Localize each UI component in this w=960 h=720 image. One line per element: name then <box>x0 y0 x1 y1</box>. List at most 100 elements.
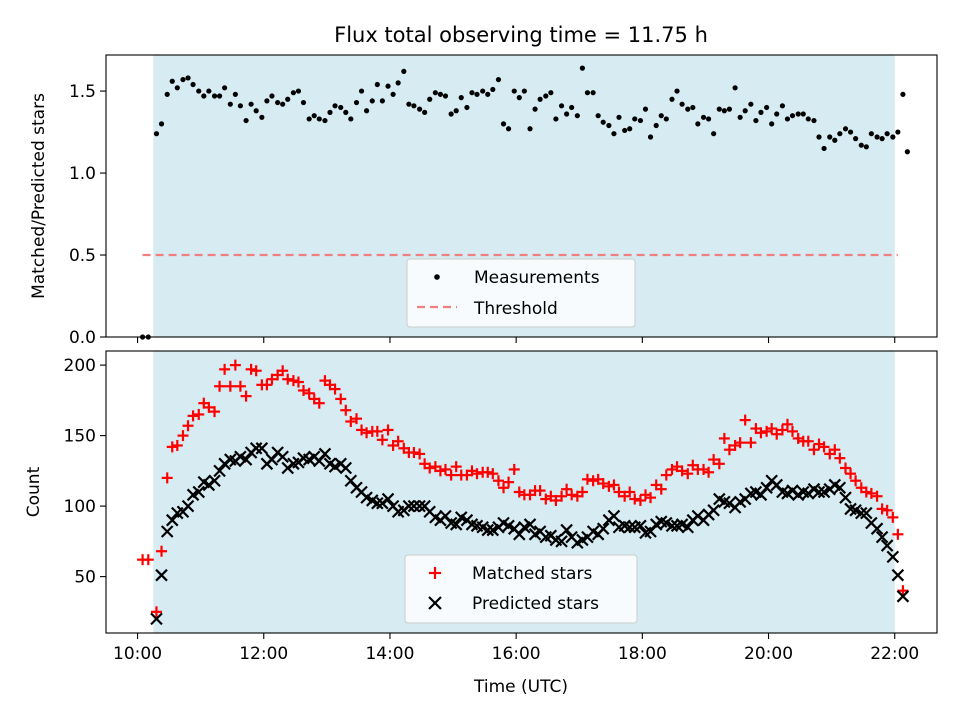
predicted-star-point <box>276 450 289 464</box>
matched-star-point <box>414 448 426 460</box>
measurement-point <box>406 101 412 107</box>
measurement-point <box>511 88 517 94</box>
measurement-point <box>338 104 344 111</box>
legend-label-predicted: Predicted stars <box>472 594 599 614</box>
matched-star-point <box>245 363 257 375</box>
measurement-point <box>616 114 622 120</box>
predicted-star-point <box>481 523 495 537</box>
matched-star-point <box>645 492 657 504</box>
predicted-star-point <box>155 568 168 582</box>
predicted-star-point <box>150 612 163 626</box>
measurement-point <box>789 113 796 119</box>
predicted-star-point <box>681 520 695 534</box>
predicted-star-point <box>402 499 416 513</box>
measurement-point <box>711 131 717 137</box>
ratio-panel: 0.0 0.5 1.0 1.5 Matched/Predicted stars Mea… <box>29 54 938 348</box>
matched-star-point <box>340 404 352 416</box>
predicted-star-point <box>833 481 847 495</box>
measurement-point <box>458 95 464 101</box>
matched-star-point <box>492 475 504 487</box>
matched-star-point <box>297 384 309 396</box>
count-legend: Matched stars Predicted stars <box>404 554 638 624</box>
matched-star-point <box>224 380 236 392</box>
measurement-point <box>569 104 575 111</box>
measurement-point <box>868 131 874 137</box>
measurement-point <box>627 126 633 132</box>
predicted-star-point <box>623 520 636 534</box>
matched-star-point <box>534 485 546 497</box>
measurement-point <box>174 85 180 91</box>
matched-star-point <box>214 380 226 392</box>
measurement-point <box>543 93 549 99</box>
measurement-point <box>416 106 423 112</box>
measurement-point <box>464 104 470 111</box>
matched-star-point <box>713 458 725 470</box>
measurement-point <box>679 101 685 107</box>
matched-star-point <box>850 475 862 487</box>
measurement-point <box>437 91 444 97</box>
measurement-point <box>327 109 333 115</box>
matched-star-point <box>603 480 615 492</box>
predicted-star-point <box>213 464 226 478</box>
matched-star-point <box>156 545 168 557</box>
predicted-star-point <box>513 528 526 541</box>
measurement-point <box>153 131 160 137</box>
ratio-legend: Measurements Threshold <box>406 258 636 328</box>
measurement-point <box>721 108 727 114</box>
matched-star-point <box>682 468 694 480</box>
matched-star-point <box>382 424 394 436</box>
matched-star-point <box>345 416 357 427</box>
measurement-point <box>853 136 859 142</box>
measurement-point <box>490 86 496 93</box>
measurement-point <box>553 116 559 122</box>
measurement-point <box>469 90 475 96</box>
measurement-point <box>674 88 680 94</box>
matched-star-point <box>335 393 347 405</box>
matched-star-point <box>845 468 857 480</box>
measurement-point <box>164 91 170 97</box>
matched-star-point <box>613 486 625 498</box>
measurement-point <box>816 134 822 140</box>
matched-star-point <box>487 468 499 480</box>
predicted-star-point <box>875 530 889 544</box>
matched-star-point <box>745 437 757 449</box>
matched-star-point <box>408 447 420 459</box>
matched-star-point <box>739 414 751 426</box>
predicted-star-point <box>870 522 884 535</box>
measurement-point <box>201 93 207 99</box>
count-y-tick-label: 100 <box>64 497 96 517</box>
measurement-point <box>904 149 910 155</box>
measurement-point <box>369 98 375 104</box>
measurement-point <box>169 78 175 84</box>
predicted-star-point <box>896 590 910 603</box>
measurement-point <box>211 93 218 99</box>
matched-star-point <box>392 435 404 447</box>
measurement-point <box>322 117 328 124</box>
matched-star-point <box>282 373 294 385</box>
matched-star-point <box>708 454 720 466</box>
measurement-point <box>764 104 770 111</box>
count-y-tick-label: 200 <box>64 356 96 376</box>
measurement-point <box>300 99 307 106</box>
predicted-star-point <box>449 518 463 531</box>
predicted-star-point <box>839 491 852 504</box>
measurement-point <box>726 106 733 112</box>
matched-star-point <box>450 461 462 473</box>
predicted-star-point <box>165 513 179 527</box>
measurement-point <box>232 91 238 97</box>
measurement-point <box>280 101 286 107</box>
ratio-legend-box <box>406 258 636 328</box>
measurement-point <box>695 121 701 127</box>
matched-star-point <box>723 444 735 456</box>
measurement-point <box>779 103 786 109</box>
predicted-star-point <box>339 461 353 475</box>
matched-star-point <box>471 468 483 480</box>
legend-label-threshold: Threshold <box>473 299 558 319</box>
measurement-point <box>863 144 869 150</box>
matched-star-point <box>865 487 877 499</box>
x-axis-label: Time (UTC) <box>473 677 568 697</box>
predicted-star-point <box>255 442 269 455</box>
measurement-point <box>884 131 890 137</box>
matched-star-point <box>550 494 562 506</box>
measurement-point <box>495 76 502 83</box>
